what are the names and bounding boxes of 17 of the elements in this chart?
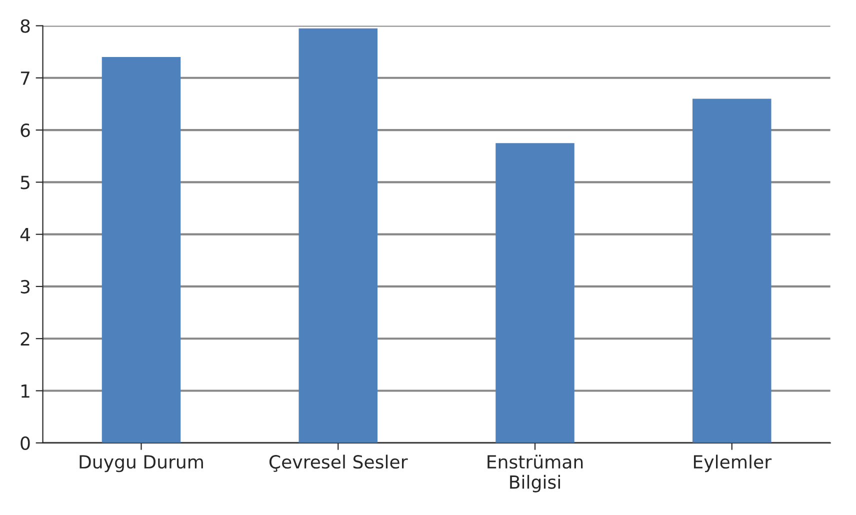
x-tick-label: Çevresel Sesler: [269, 454, 408, 472]
y-tick-label: 3: [20, 280, 30, 294]
x-tick-label: Duygu Durum: [80, 455, 203, 472]
bar: [496, 143, 574, 443]
y-tick-label: 2: [20, 332, 30, 346]
bar: [692, 98, 772, 443]
y-tick-label: 5: [20, 176, 30, 190]
y-tick-label: 0: [20, 436, 30, 450]
y-tick-label: 7: [20, 72, 30, 85]
y-tick-label: 4: [20, 228, 30, 242]
y-tick-label: 6: [20, 123, 30, 138]
x-tick-label: Eylemler: [694, 454, 772, 472]
y-tick-label: 8: [20, 19, 30, 33]
bar: [102, 57, 181, 443]
x-tick-label: Enstrüman Bilgisi: [488, 454, 583, 492]
bar: [298, 28, 378, 443]
y-tick-label: 1: [21, 384, 30, 398]
